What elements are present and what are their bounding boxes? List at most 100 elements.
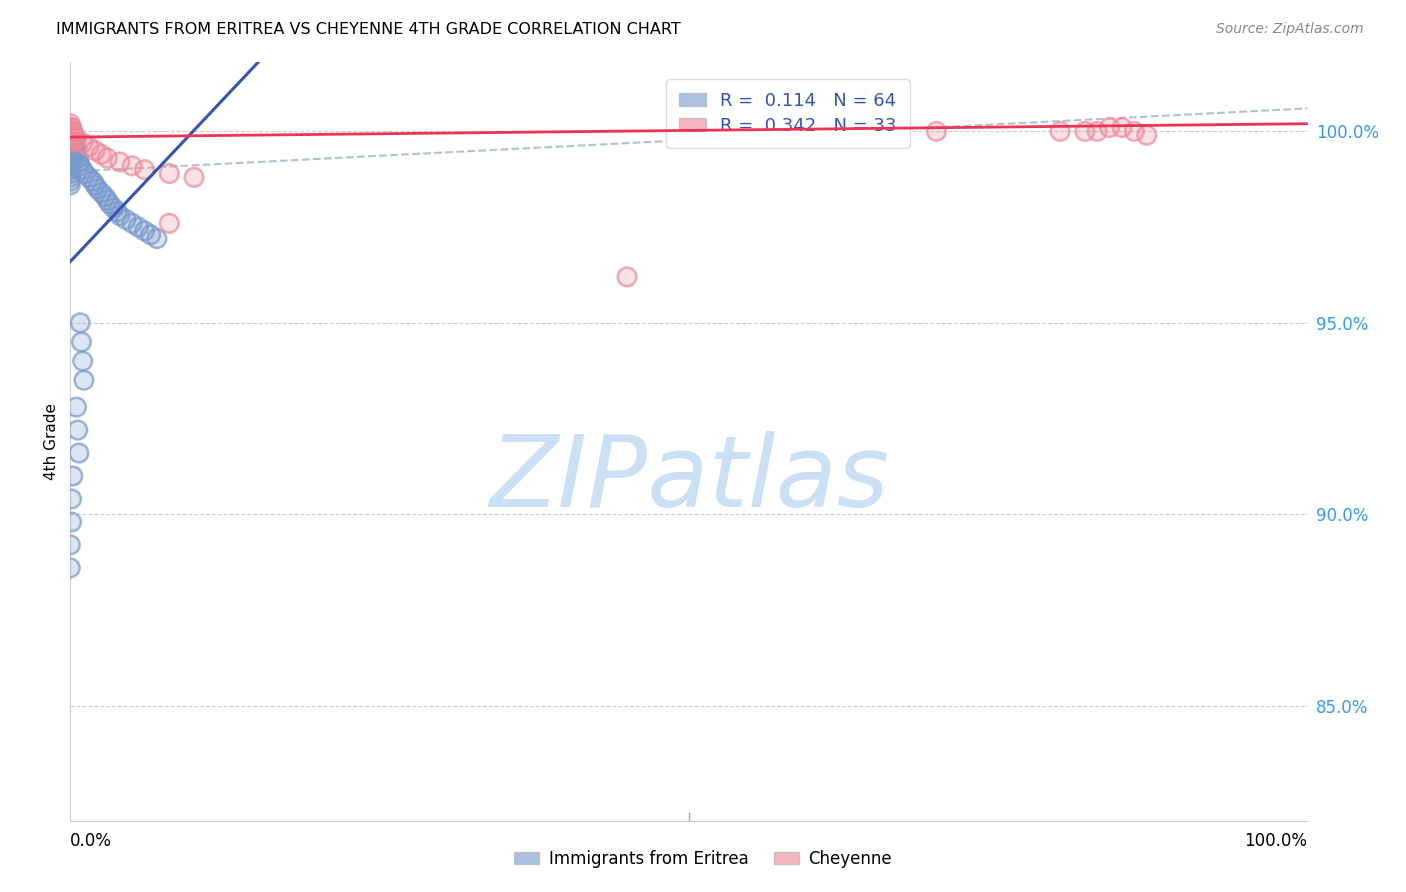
- Point: [925, 124, 948, 138]
- Point: [63, 136, 86, 150]
- Point: [73, 373, 96, 387]
- Point: [96, 194, 118, 208]
- Point: [65, 144, 87, 158]
- Point: [127, 220, 149, 235]
- Point: [86, 182, 108, 196]
- Point: [63, 139, 86, 153]
- Point: [108, 155, 131, 169]
- Point: [59, 166, 82, 180]
- Point: [90, 147, 112, 161]
- Y-axis label: 4th Grade: 4th Grade: [44, 403, 59, 480]
- Point: [59, 155, 82, 169]
- Point: [59, 124, 82, 138]
- Point: [59, 124, 82, 138]
- Point: [72, 136, 94, 150]
- Point: [96, 194, 118, 208]
- Point: [62, 128, 84, 143]
- Point: [139, 227, 162, 242]
- Point: [94, 189, 117, 203]
- Point: [134, 224, 156, 238]
- Text: Source: ZipAtlas.com: Source: ZipAtlas.com: [1216, 22, 1364, 37]
- Point: [62, 136, 84, 150]
- Point: [59, 132, 82, 146]
- Point: [108, 209, 131, 223]
- Point: [1085, 124, 1108, 138]
- Point: [59, 136, 82, 150]
- Point: [60, 128, 83, 143]
- Point: [59, 159, 82, 173]
- Point: [59, 170, 82, 185]
- Point: [60, 136, 83, 150]
- Legend: Immigrants from Eritrea, Cheyenne: Immigrants from Eritrea, Cheyenne: [508, 844, 898, 875]
- Point: [96, 151, 118, 165]
- Point: [65, 144, 87, 158]
- Point: [157, 216, 180, 230]
- Point: [616, 269, 638, 284]
- Point: [72, 354, 94, 368]
- Point: [66, 423, 89, 437]
- Point: [139, 227, 162, 242]
- Point: [69, 159, 91, 173]
- Point: [127, 220, 149, 235]
- Point: [60, 132, 83, 146]
- Point: [62, 469, 84, 483]
- Point: [72, 162, 94, 177]
- Point: [70, 334, 93, 349]
- Point: [65, 144, 87, 158]
- Point: [62, 136, 84, 150]
- Point: [59, 128, 82, 143]
- Point: [62, 128, 84, 143]
- Point: [59, 124, 82, 138]
- Point: [121, 216, 143, 230]
- Point: [65, 147, 87, 161]
- Point: [96, 151, 118, 165]
- Point: [108, 155, 131, 169]
- Point: [1123, 124, 1146, 138]
- Point: [59, 120, 82, 135]
- Point: [69, 316, 91, 330]
- Point: [65, 132, 87, 146]
- Point: [60, 124, 83, 138]
- Point: [59, 132, 82, 146]
- Point: [59, 174, 82, 188]
- Point: [82, 174, 104, 188]
- Point: [1049, 124, 1071, 138]
- Point: [59, 561, 82, 575]
- Point: [60, 124, 83, 138]
- Text: 0.0%: 0.0%: [70, 832, 112, 850]
- Point: [63, 144, 86, 158]
- Point: [84, 178, 107, 192]
- Point: [66, 151, 89, 165]
- Point: [62, 139, 84, 153]
- Point: [69, 159, 91, 173]
- Point: [77, 170, 100, 185]
- Point: [63, 136, 86, 150]
- Point: [84, 178, 107, 192]
- Point: [72, 136, 94, 150]
- Point: [134, 224, 156, 238]
- Point: [59, 151, 82, 165]
- Text: ZIPatlas: ZIPatlas: [489, 431, 889, 528]
- Point: [1136, 128, 1159, 143]
- Point: [65, 132, 87, 146]
- Point: [59, 139, 82, 153]
- Point: [60, 139, 83, 153]
- Point: [115, 212, 138, 227]
- Point: [59, 166, 82, 180]
- Point: [59, 132, 82, 146]
- Point: [70, 334, 93, 349]
- Legend: R =  0.114   N = 64, R =  0.342   N = 33: R = 0.114 N = 64, R = 0.342 N = 33: [666, 79, 910, 147]
- Point: [75, 166, 97, 180]
- Point: [67, 155, 90, 169]
- Point: [1049, 124, 1071, 138]
- Point: [59, 162, 82, 177]
- Point: [67, 446, 90, 460]
- Point: [157, 166, 180, 180]
- Point: [59, 136, 82, 150]
- Point: [59, 128, 82, 143]
- Point: [98, 197, 121, 211]
- Point: [67, 155, 90, 169]
- Point: [60, 132, 83, 146]
- Point: [616, 269, 638, 284]
- Point: [60, 139, 83, 153]
